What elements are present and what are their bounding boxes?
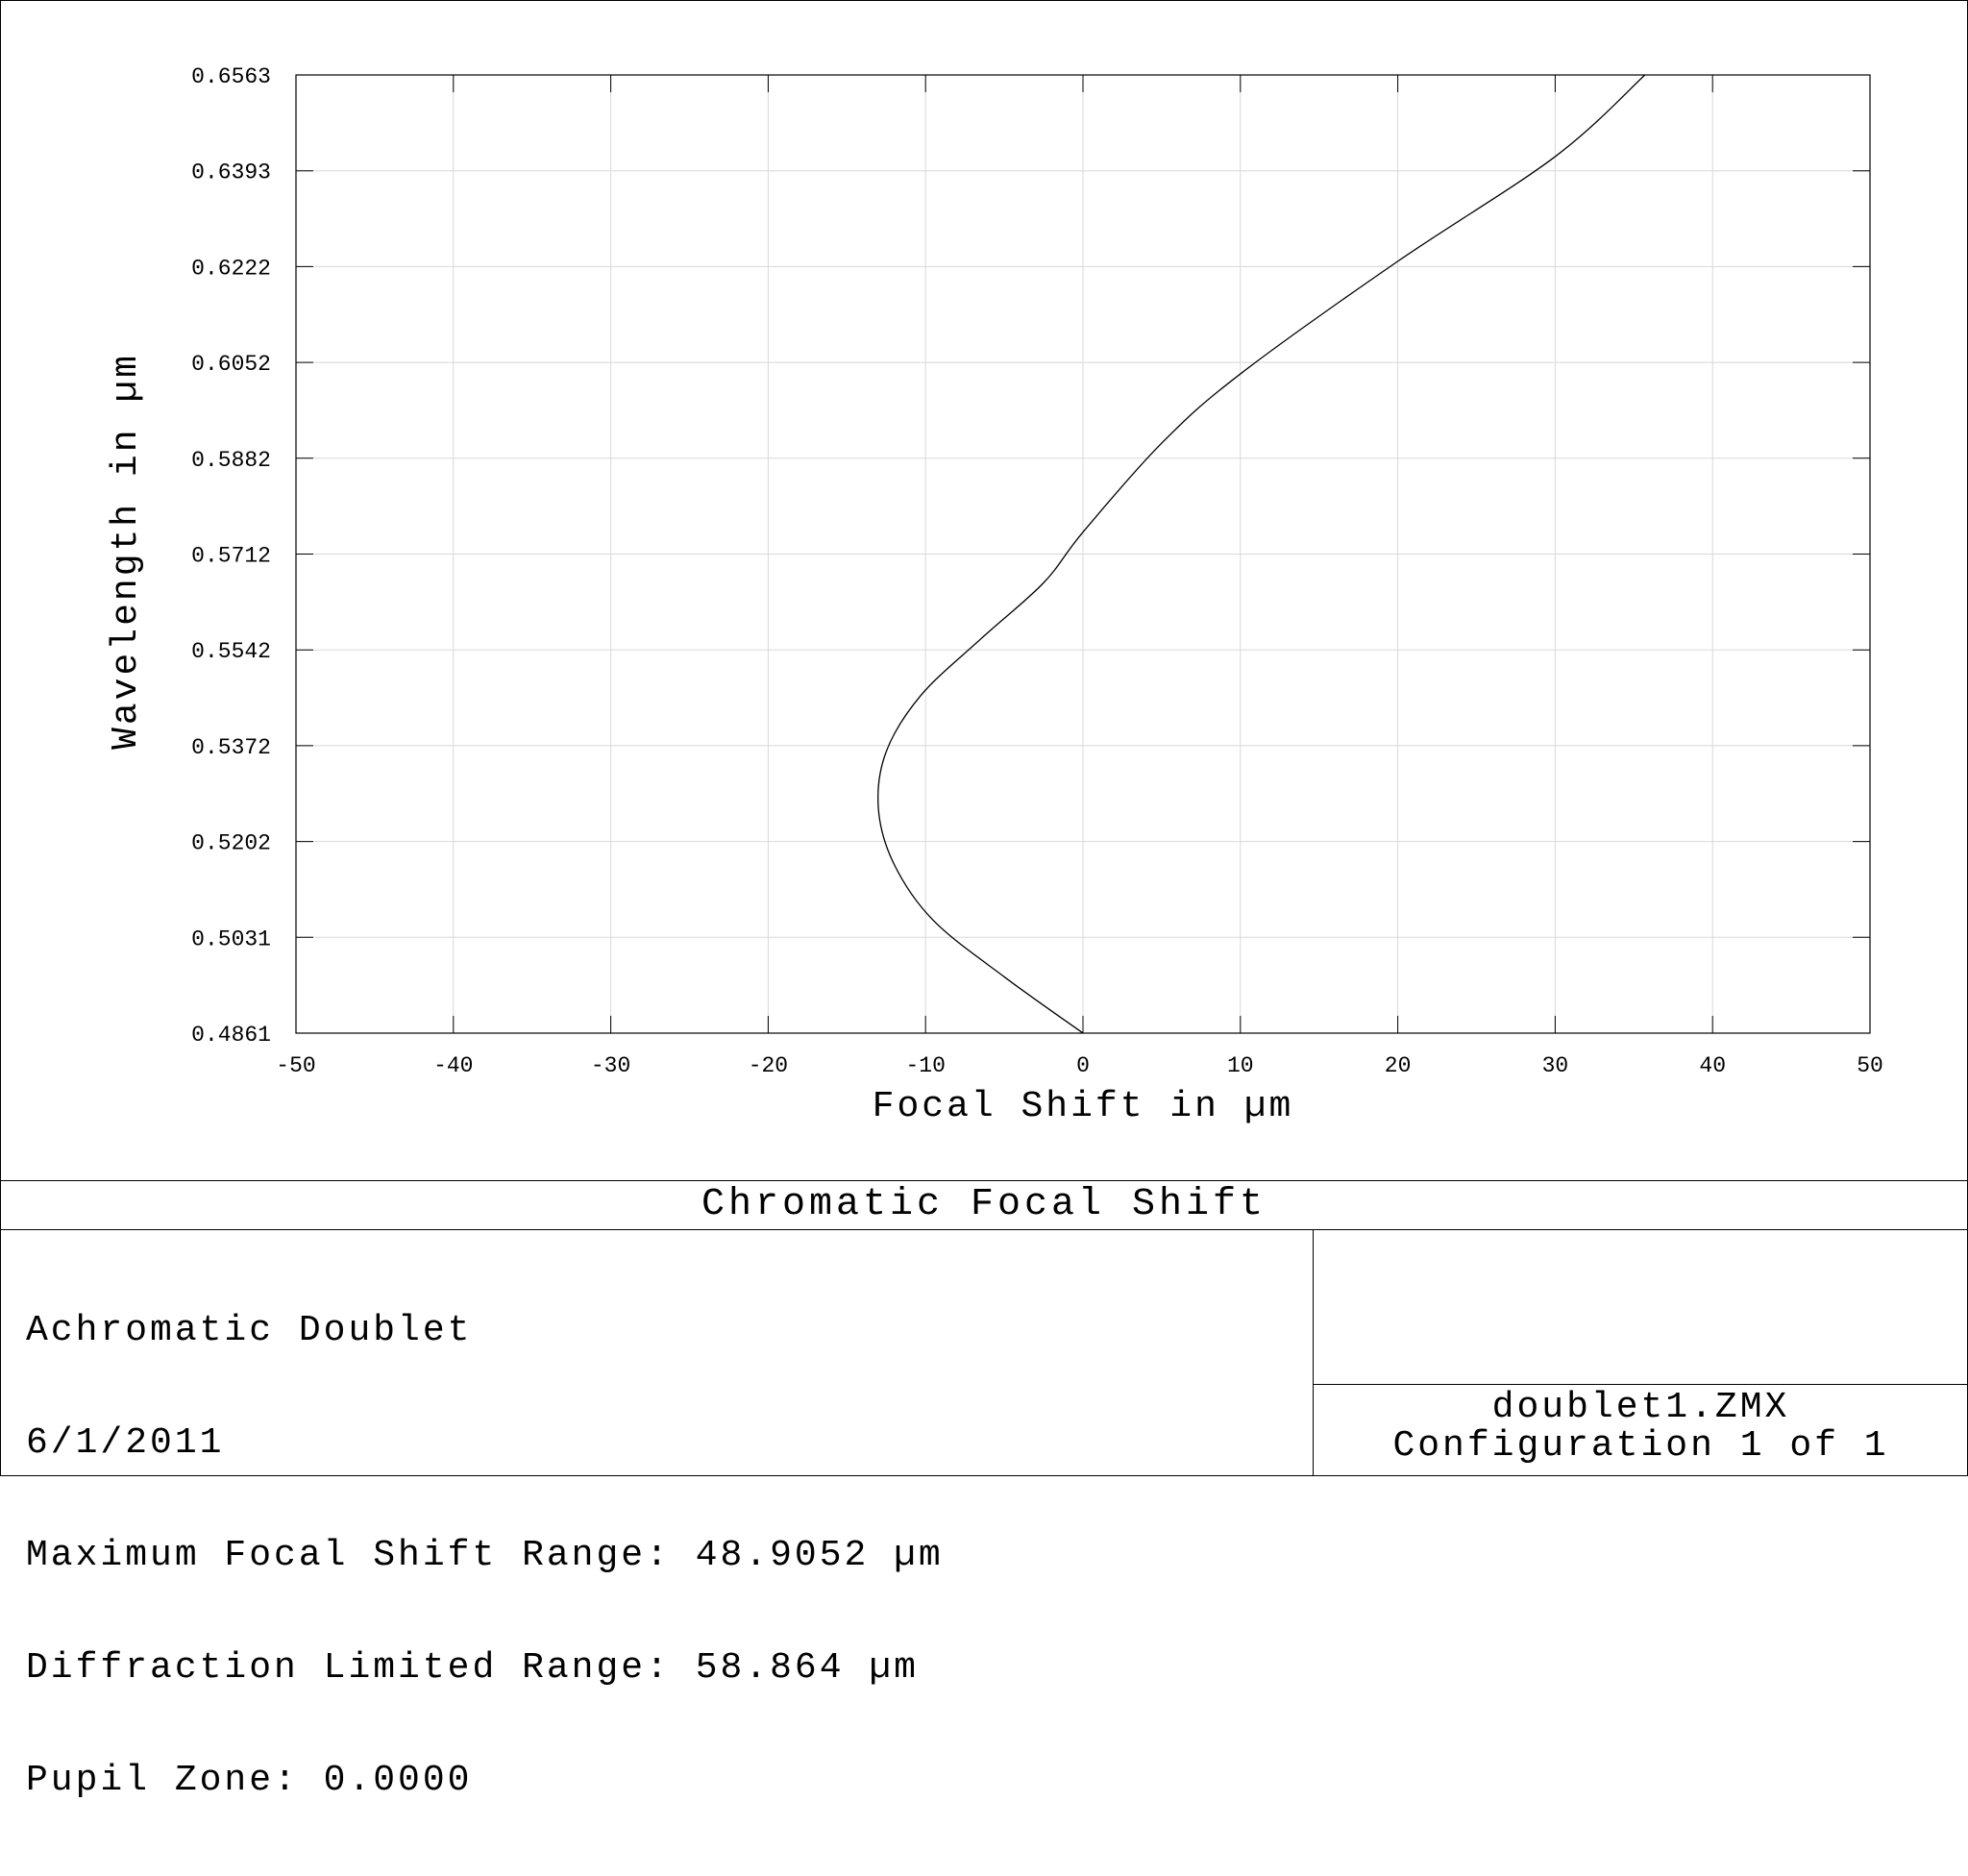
x-tick-label: 40 (1699, 1053, 1726, 1078)
file-name: doublet1.ZMX (1491, 1387, 1790, 1428)
y-axis-title: Wavelength in µm (106, 353, 147, 750)
diffraction-limited-range: Diffraction Limited Range: 58.864 µm (26, 1647, 919, 1689)
y-tick-label: 0.5031 (191, 926, 271, 951)
y-tick-label: 0.5542 (191, 639, 271, 664)
x-tick-label: -20 (749, 1053, 788, 1078)
x-tick-label: 20 (1385, 1053, 1412, 1078)
y-tick-label: 0.5372 (191, 735, 271, 760)
y-tick-label: 0.4861 (191, 1023, 271, 1048)
x-tick-label: -50 (276, 1053, 315, 1078)
file-info-divider (1314, 1384, 1968, 1385)
x-tick-label: 10 (1227, 1053, 1254, 1078)
x-tick-label: -40 (433, 1053, 473, 1078)
x-tick-label: 0 (1076, 1053, 1090, 1078)
focal-shift-curve (877, 74, 1646, 1034)
x-tick-label: 30 (1542, 1053, 1569, 1078)
x-tick-label: 50 (1857, 1053, 1883, 1078)
y-tick-label: 0.5712 (191, 544, 271, 569)
x-tick-label: -30 (591, 1053, 630, 1078)
date-text: 6/1/2011 (26, 1422, 225, 1464)
y-tick-label: 0.6563 (191, 64, 271, 89)
x-axis-title: Focal Shift in µm (873, 1086, 1294, 1127)
y-tick-label: 0.5882 (191, 448, 271, 473)
plot-window: -50 -40 -30 -20 -10 0 10 20 30 40 50 0.4861 0.5031 0.… (0, 0, 1968, 1799)
chart: -50 -40 -30 -20 -10 0 10 20 30 40 50 0.4861 0.5031 0.… (106, 64, 1883, 1127)
max-focal-shift-range: Maximum Focal Shift Range: 48.9052 µm (26, 1535, 944, 1576)
y-tick-label: 0.6393 (191, 160, 271, 185)
pupil-zone: Pupil Zone: 0.0000 (26, 1760, 473, 1801)
y-tick-label: 0.5202 (191, 831, 271, 856)
file-info-box: doublet1.ZMX Configuration 1 of 1 (1313, 1229, 1968, 1475)
x-tick-label: -10 (905, 1053, 945, 1078)
chart-title: Chromatic Focal Shift (1, 1180, 1967, 1230)
info-panel: Achromatic Doublet 6/1/2011 Maximum Foca… (26, 1237, 944, 1874)
configuration-text: Configuration 1 of 1 (1392, 1425, 1889, 1467)
y-tick-label: 0.6052 (191, 352, 271, 377)
lens-title: Achromatic Doublet (26, 1310, 473, 1351)
y-tick-label: 0.6222 (191, 256, 271, 281)
